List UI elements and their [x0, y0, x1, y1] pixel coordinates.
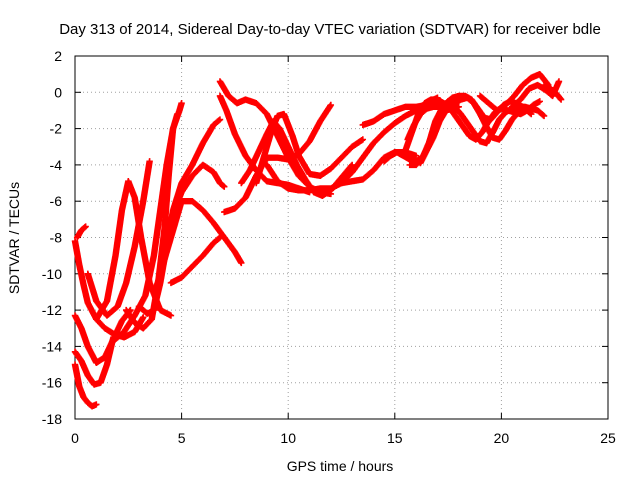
chart-title: Day 313 of 2014, Sidereal Day-to-day VTE… — [59, 21, 601, 38]
y-tick-label: 0 — [54, 84, 62, 100]
y-axis-label: SDTVAR / TECUs — [6, 182, 22, 294]
y-tick-label: -12 — [42, 302, 62, 318]
series-arc-7 — [93, 178, 175, 323]
x-tick-label: 25 — [600, 430, 616, 446]
series-arc-28 — [508, 78, 563, 111]
series-arc-27 — [476, 70, 552, 114]
x-tick-label: 15 — [387, 430, 403, 446]
y-tick-label: -6 — [50, 193, 63, 209]
series-arc-18 — [253, 110, 367, 187]
x-tick-label: 20 — [494, 430, 510, 446]
y-tick-label: -18 — [42, 411, 62, 427]
y-tick-label: -10 — [42, 266, 62, 282]
y-tick-label: 2 — [54, 48, 62, 64]
series-arc-5 — [73, 223, 89, 241]
tick-labels: 0 5 10 15 20 25 -18 -16 -14 -12 -10 -8 -6 -4 -2 0 2 — [42, 48, 616, 446]
y-tick-label: -14 — [42, 338, 62, 354]
y-tick-label: -8 — [50, 230, 63, 246]
series-arc-26 — [417, 103, 462, 167]
y-tick-label: -2 — [50, 121, 63, 137]
series-arc-12 — [157, 198, 245, 277]
series-arc-13 — [167, 234, 224, 287]
series-arc-29 — [540, 81, 565, 103]
y-tick-label: -4 — [50, 157, 63, 173]
x-axis-label: GPS time / hours — [287, 458, 394, 474]
x-tick-label: 5 — [178, 430, 186, 446]
x-tick-label: 10 — [280, 430, 296, 446]
series-group — [71, 70, 565, 410]
x-tick-label: 0 — [71, 430, 79, 446]
series-arc-1 — [71, 361, 100, 410]
y-tick-label: -16 — [42, 375, 62, 391]
axis-ticks — [74, 55, 609, 420]
